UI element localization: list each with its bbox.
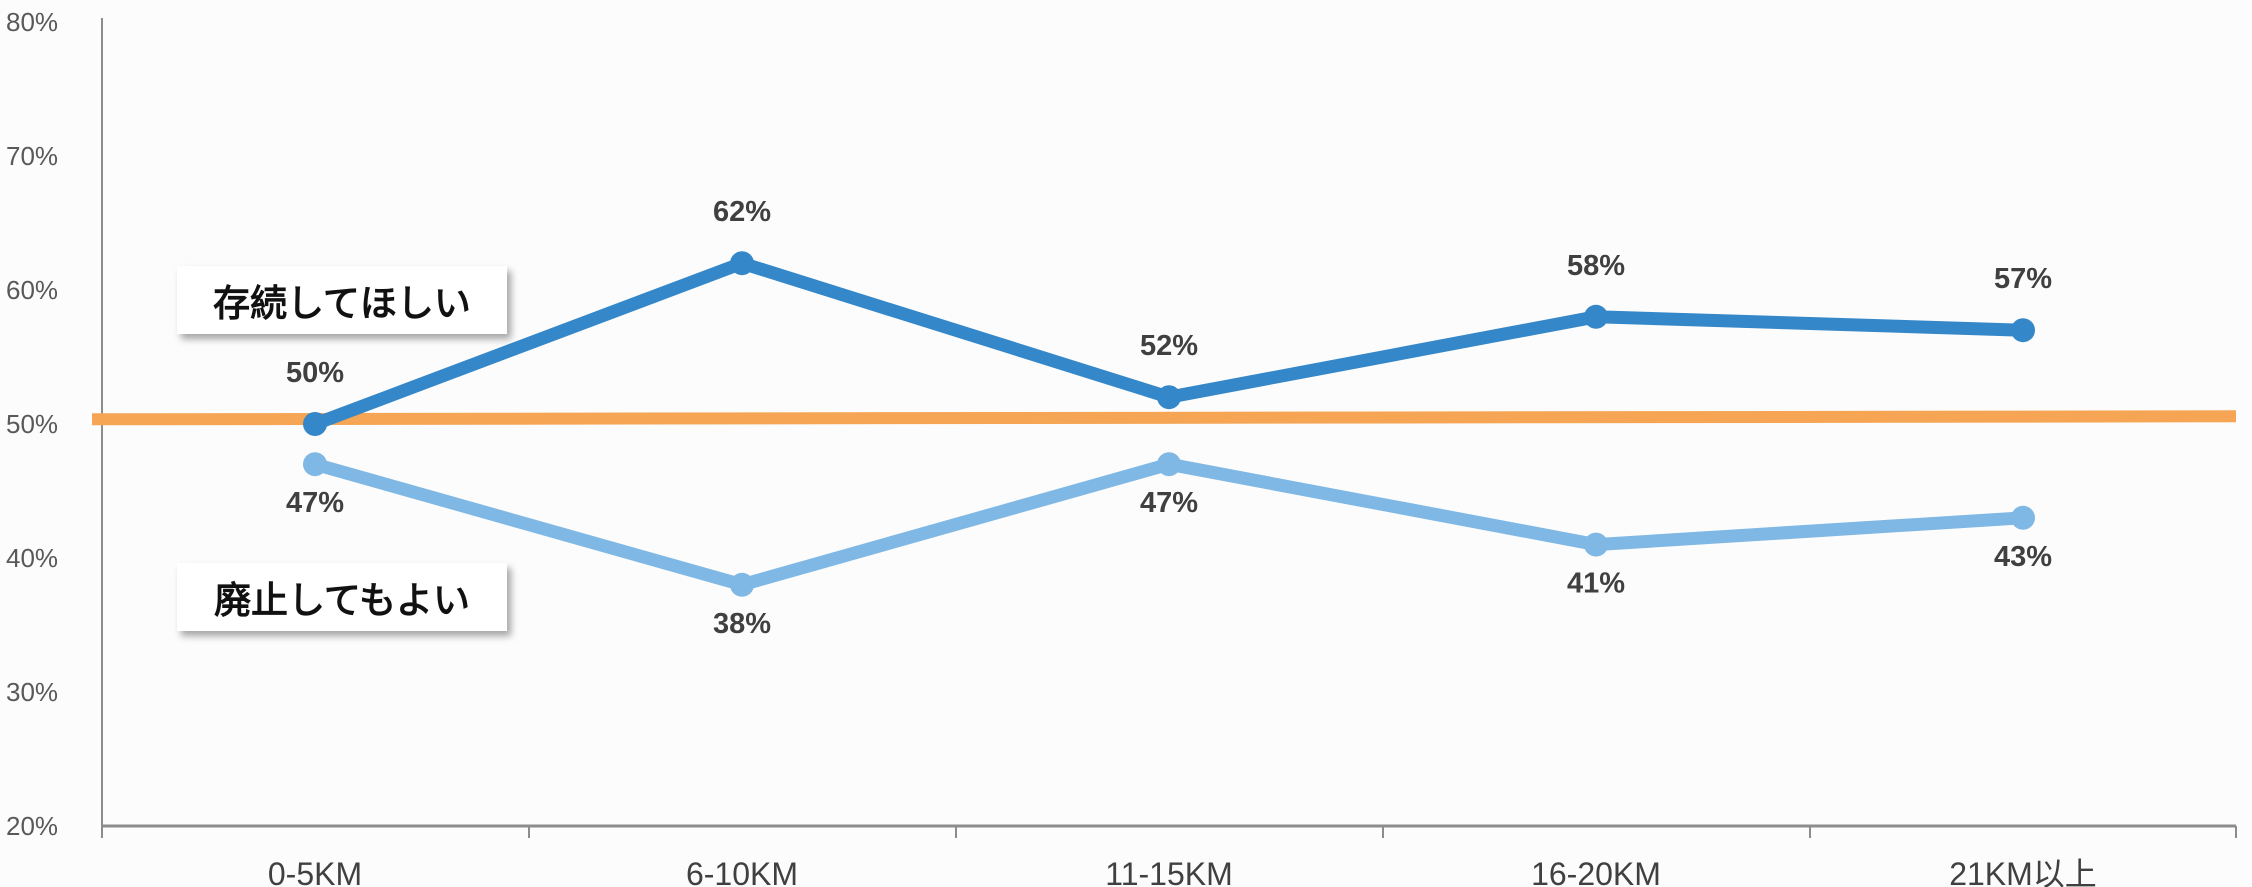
x-tick-label: 21KM以上 — [1949, 856, 2097, 887]
data-label: 52% — [1140, 330, 1198, 362]
data-point — [303, 412, 327, 436]
data-label: 57% — [1994, 263, 2052, 295]
data-label: 58% — [1567, 250, 1625, 282]
y-axis: 20% 30% 40% 50% 60% 70% 80% — [6, 7, 103, 841]
y-tick-label: 60% — [6, 275, 58, 305]
y-tick-label: 70% — [6, 141, 58, 171]
data-point — [730, 251, 754, 276]
data-label: 62% — [713, 196, 771, 228]
data-label: 38% — [713, 608, 771, 640]
x-tick-label: 16-20KM — [1531, 856, 1661, 887]
data-point — [2011, 318, 2035, 343]
x-tick-label: 0-5KM — [268, 856, 362, 887]
legend-label-series-1: 存続してほしい — [213, 282, 471, 325]
legend-series-2: 廃止してもよい — [177, 563, 507, 631]
data-point — [1584, 532, 1608, 557]
data-label: 47% — [1140, 487, 1198, 519]
y-tick-label: 40% — [6, 543, 58, 573]
data-point — [730, 572, 754, 597]
reference-line — [91, 410, 2237, 426]
legend-label-series-2: 廃止してもよい — [213, 579, 471, 622]
data-point — [1157, 385, 1181, 410]
data-label: 43% — [1994, 541, 2052, 573]
x-axis: 0-5KM 6-10KM 11-15KM 16-20KM 21KM以上 — [101, 824, 2237, 887]
series-line — [308, 457, 2030, 592]
legend-series-1: 存続してほしい — [177, 266, 507, 334]
data-label: 50% — [286, 357, 344, 389]
series-group: 50% 62% 52% 58% 57% 47% 38% 47% 41% 43% — [286, 196, 2052, 640]
data-point — [1157, 452, 1181, 477]
data-point — [303, 452, 327, 477]
x-tick-label: 6-10KM — [686, 856, 798, 887]
data-point — [1584, 304, 1608, 329]
series-2: 47% 38% 47% 41% 43% — [286, 452, 2052, 640]
x-tick-label: 11-15KM — [1105, 856, 1232, 887]
data-label: 47% — [286, 487, 344, 519]
data-point — [2011, 505, 2035, 530]
y-tick-label: 80% — [6, 7, 58, 37]
y-tick-label: 50% — [6, 409, 58, 439]
y-tick-label: 30% — [6, 677, 58, 707]
data-label: 41% — [1567, 568, 1625, 600]
series-1: 50% 62% 52% 58% 57% — [286, 196, 2052, 436]
reference-line-group — [91, 410, 2237, 426]
y-tick-label: 20% — [6, 811, 58, 841]
